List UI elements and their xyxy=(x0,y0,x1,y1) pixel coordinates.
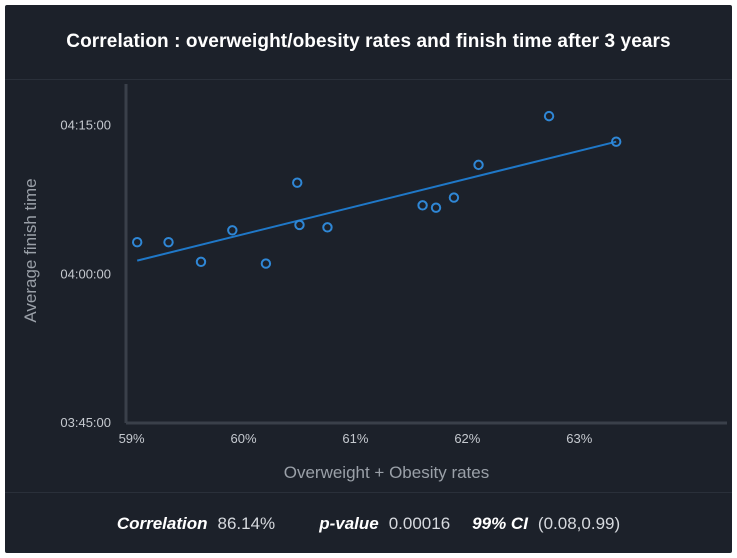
x-tick-label: 60% xyxy=(230,431,256,446)
x-tick-label: 62% xyxy=(454,431,480,446)
y-tick-label: 03:45:00 xyxy=(60,415,111,430)
y-tick-label: 04:00:00 xyxy=(60,266,111,281)
x-tick-label: 59% xyxy=(119,431,145,446)
plot-area: 04:15:00 04:00:00 03:45:00 59% 60% 61% 62% 63% O… xyxy=(5,80,732,491)
scatter-chart: 04:15:00 04:00:00 03:45:00 59% 60% 61% 62% 63% O… xyxy=(21,84,727,482)
x-tick-label: 61% xyxy=(342,431,368,446)
stat-correlation: Correlation 86.14% xyxy=(117,514,275,534)
data-point xyxy=(294,219,305,231)
y-tick-label: 04:15:00 xyxy=(60,118,111,133)
data-point xyxy=(260,258,272,269)
data-point xyxy=(611,136,622,147)
trend-line xyxy=(136,140,617,262)
correlation-value: 86.14% xyxy=(217,513,276,533)
y-axis-label: Average finish time xyxy=(21,178,40,322)
stats-footer: Correlation 86.14% p-value 0.00016 99% C… xyxy=(5,492,732,553)
correlation-label: Correlation xyxy=(116,513,208,533)
ci-value: (0.08,0.99) xyxy=(537,513,621,533)
x-tick-label: 63% xyxy=(566,431,592,446)
stat-pvalue: p-value 0.00016 xyxy=(319,514,450,534)
data-point xyxy=(322,222,333,233)
chart-title: Correlation : overweight/obesity rates a… xyxy=(66,31,671,52)
pvalue-value: 0.00016 xyxy=(388,513,451,533)
title-bar: Correlation : overweight/obesity rates a… xyxy=(5,5,732,80)
x-axis-label: Overweight + Obesity rates xyxy=(284,463,490,482)
data-point xyxy=(163,237,174,248)
data-point xyxy=(417,200,428,211)
data-point xyxy=(448,192,460,203)
data-point xyxy=(195,256,207,268)
data-point xyxy=(227,225,238,236)
chart-card: Correlation : overweight/obesity rates a… xyxy=(5,5,732,553)
data-point xyxy=(430,202,442,213)
pvalue-label: p-value xyxy=(319,513,379,533)
data-point xyxy=(131,237,143,248)
data-point xyxy=(543,110,555,122)
ci-label: 99% CI xyxy=(472,513,528,533)
data-point xyxy=(473,159,484,171)
stat-ci: 99% CI (0.08,0.99) xyxy=(472,514,620,534)
data-point xyxy=(292,177,303,188)
